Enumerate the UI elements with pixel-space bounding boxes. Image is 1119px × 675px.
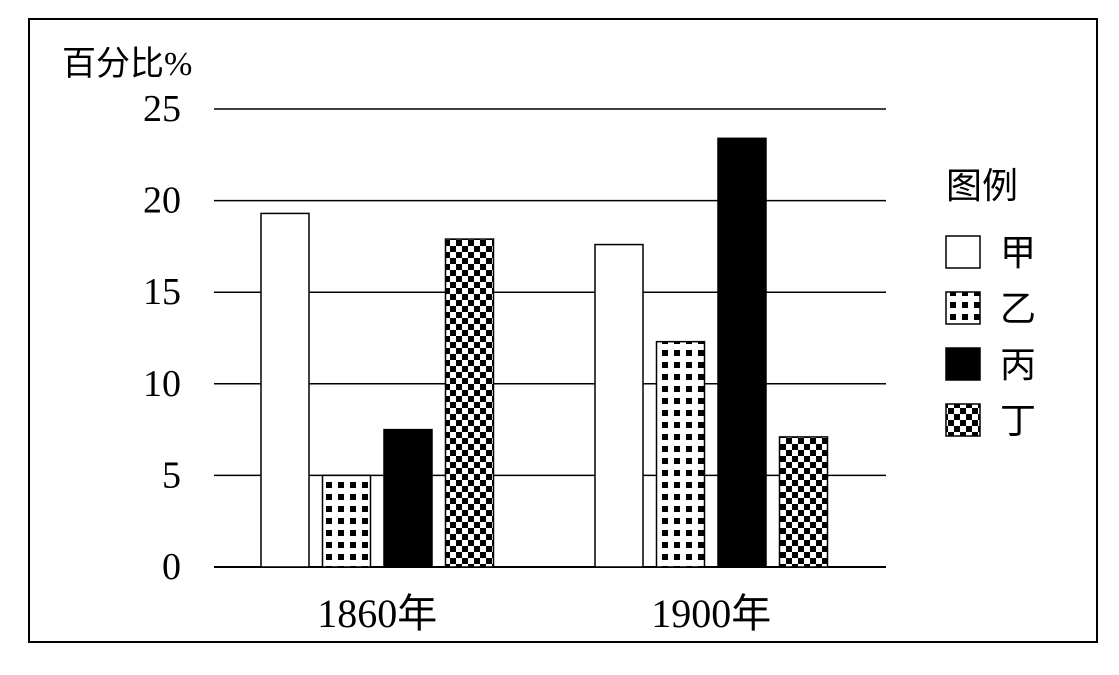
bar [594, 243, 644, 568]
bar [321, 474, 372, 568]
bars [260, 137, 829, 568]
x-tick-label: 1900年 [651, 591, 771, 636]
legend-title: 图例 [946, 166, 1018, 206]
x-tick-labels: 1860年 1900年 [317, 591, 771, 636]
legend-label: 乙 [1000, 289, 1036, 329]
y-tick-label: 15 [143, 271, 181, 313]
chart-frame [28, 18, 1098, 643]
bar [383, 428, 433, 568]
bar [655, 340, 706, 568]
bar [778, 436, 829, 568]
legend-swatch [945, 347, 981, 381]
x-tick-label: 1860年 [317, 591, 437, 636]
legend-label: 甲 [1000, 233, 1036, 273]
y-tick-label: 20 [143, 180, 181, 222]
legend-swatch [945, 291, 981, 325]
y-tick-label: 0 [162, 546, 181, 588]
y-axis-label: 百分比% [62, 46, 192, 83]
legend-label: 丙 [1000, 345, 1036, 385]
legend-swatch [945, 403, 981, 437]
y-tick-label: 5 [162, 454, 181, 496]
bar [444, 238, 495, 568]
legend-swatch [945, 235, 981, 269]
y-tick-label: 10 [143, 363, 181, 405]
bar [260, 212, 310, 568]
y-tick-labels: 0 5 10 15 20 25 [143, 88, 181, 588]
y-tick-label: 25 [143, 88, 181, 130]
legend-label: 丁 [1000, 401, 1036, 441]
bar [717, 137, 767, 568]
